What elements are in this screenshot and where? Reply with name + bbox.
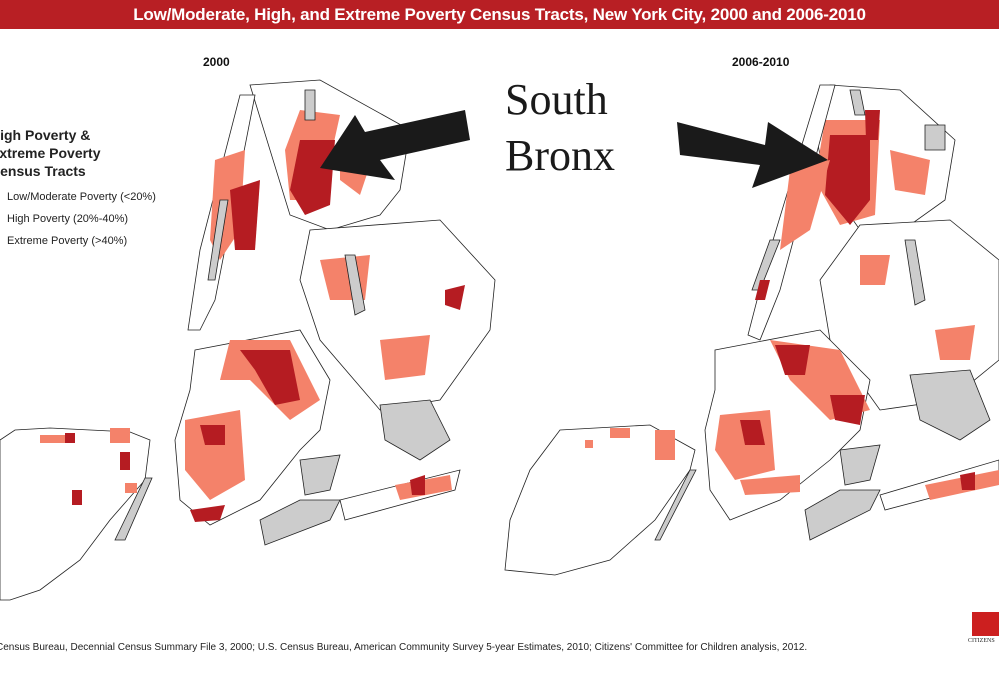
legend-item-high: High Poverty (20%-40%): [0, 208, 156, 230]
map-label-2000: 2000: [203, 55, 230, 69]
callout-line2: Bronx: [505, 131, 615, 180]
legend-label-low: Low/Moderate Poverty (<20%): [7, 191, 156, 203]
map-label-2006-2010: 2006-2010: [732, 55, 790, 69]
legend-item-extreme: Extreme Poverty (>40%): [0, 230, 156, 252]
south-bronx-callout: South Bronx: [505, 72, 615, 184]
legend-title-line2: Extreme Poverty: [0, 145, 101, 161]
source-note: Census Bureau, Decennial Census Summary …: [0, 642, 808, 653]
logo-text: CITIZENS: [968, 638, 995, 644]
arrow-right-map: [677, 122, 828, 188]
legend-title-line3: Census Tracts: [0, 163, 86, 179]
map-legend: High Poverty & Extreme Poverty Census Tr…: [0, 126, 156, 252]
arrow-left-map: [320, 110, 470, 180]
map-2000: [0, 79, 496, 601]
legend-item-low: Low/Moderate Poverty (<20%): [0, 186, 156, 208]
callout-line1: South: [505, 75, 608, 124]
citizens-committee-logo-icon: [972, 612, 999, 636]
legend-title-line1: High Poverty &: [0, 127, 91, 143]
legend-label-high: High Poverty (20%-40%): [7, 213, 129, 225]
map-2006-2010: [504, 84, 999, 576]
legend-label-extreme: Extreme Poverty (>40%): [7, 235, 128, 247]
page-title: Low/Moderate, High, and Extreme Poverty …: [0, 0, 999, 29]
